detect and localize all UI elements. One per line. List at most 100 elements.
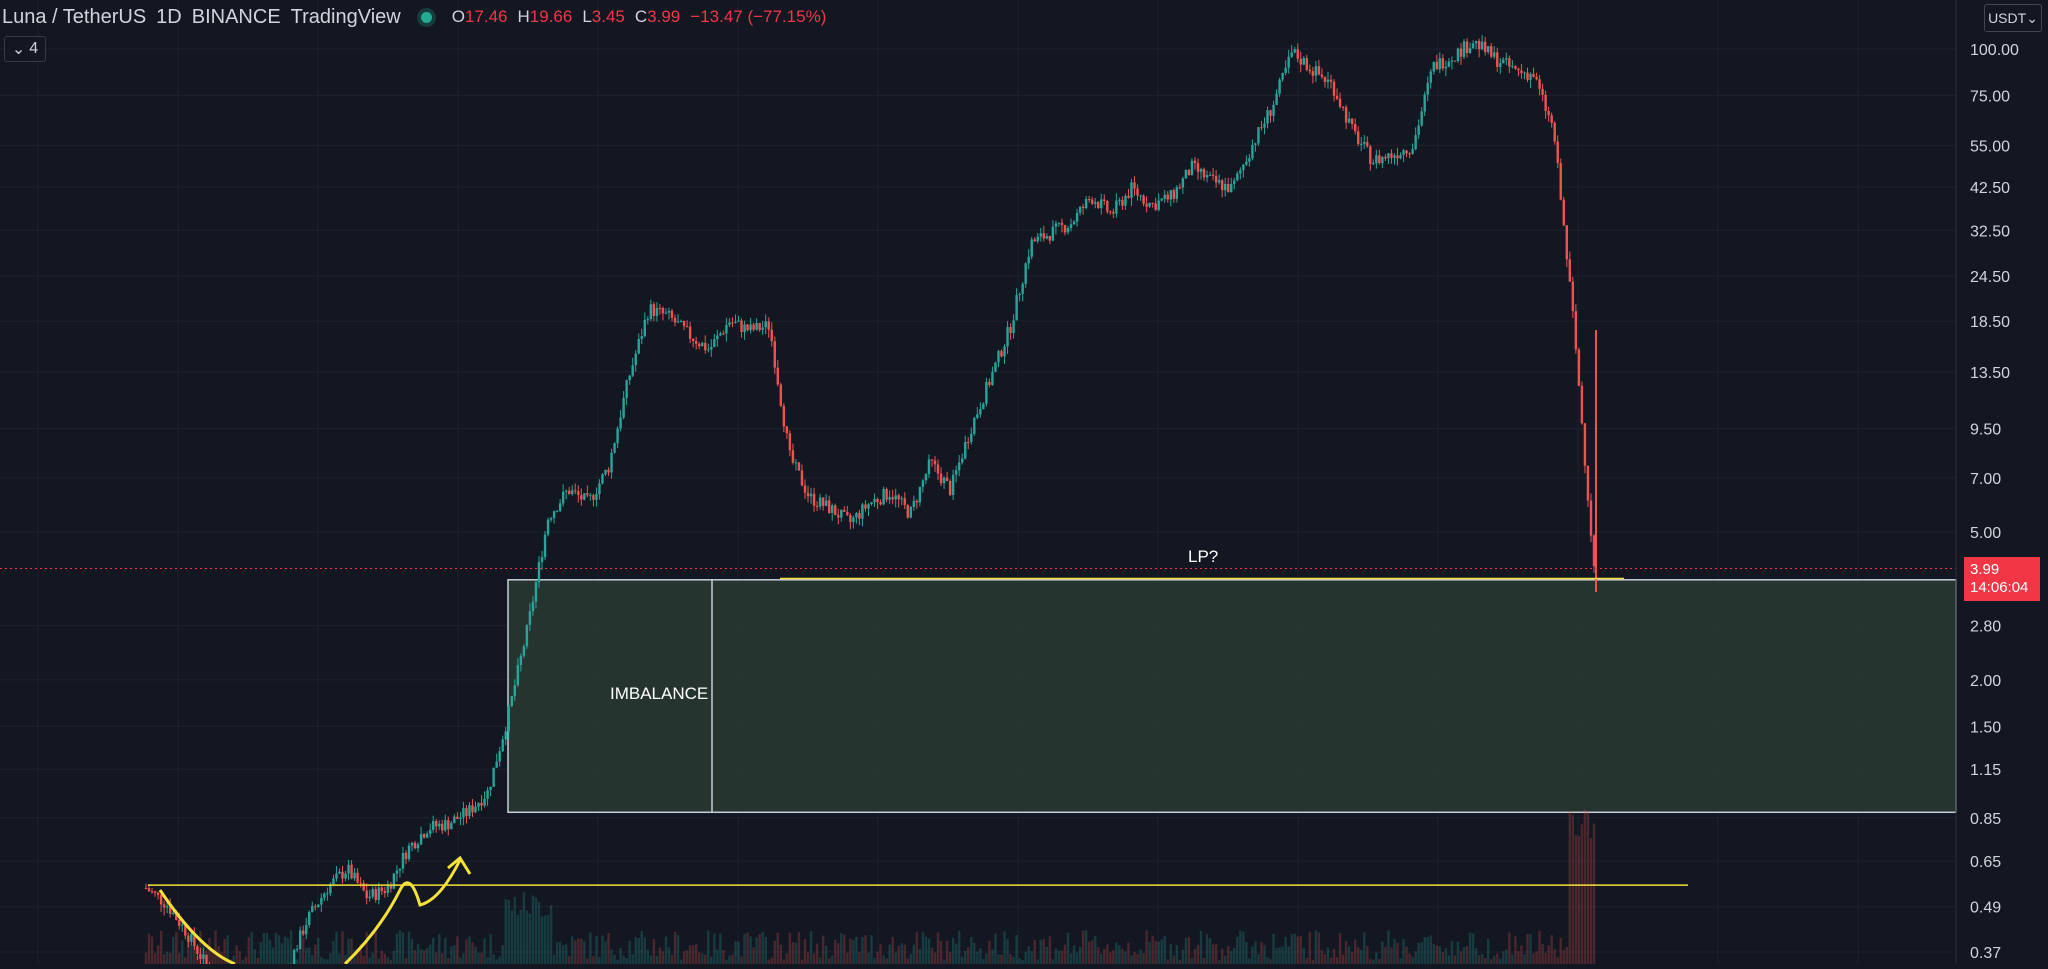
candle-body [365,890,368,899]
volume-bar [1396,942,1399,964]
volume-bar [1227,946,1230,964]
candle-body [970,433,973,443]
volume-bar [172,936,175,964]
candle-body [317,904,320,908]
volume-bar [546,915,550,964]
candle-body [555,511,559,513]
candle-body [716,335,719,340]
volume-bar [676,935,680,964]
volume-bar [214,930,217,964]
volume-bar [1326,947,1330,964]
volume-bar [159,930,163,964]
curve-up-drawing [343,859,462,966]
volume-bar [549,905,553,964]
volume-bar [1133,951,1136,964]
volume-bar [401,932,405,964]
candle-body [1508,58,1511,67]
indicators-toggle-button[interactable]: ⌄ 4 [4,36,46,62]
candle-body [770,329,773,342]
volume-bar [743,933,746,964]
volume-bar [885,958,888,964]
candle-body [513,685,517,696]
volume-bar [580,938,583,964]
volume-bar [477,952,480,964]
interval-label[interactable]: 1D [156,5,182,28]
candle-body [1435,61,1439,70]
volume-bar [1148,941,1151,964]
volume-bar [731,954,734,964]
candle-body [631,365,634,376]
volume-bar [431,937,435,964]
volume-bar [156,945,160,964]
candle-body [338,871,341,874]
candle-body [1284,67,1287,73]
candle-body [888,497,891,500]
candle-body [1450,60,1454,62]
candle-body [948,480,952,496]
candle-body [1363,141,1366,144]
volume-bar [1220,948,1224,964]
volume-bar [1538,930,1541,964]
candle-body [398,868,402,871]
candle-body [1145,203,1148,207]
source-label: TradingView [290,5,401,28]
volume-bar [613,954,616,964]
volume-bar [1069,953,1073,964]
currency-selector[interactable]: USDT ⌄ [1984,4,2042,32]
candle-body [773,341,776,368]
candle-body [691,338,695,342]
volume-bar [1369,958,1372,964]
volume-bar [655,955,659,964]
volume-bar [658,947,662,964]
candle-body [722,333,725,335]
candle-body [323,893,326,898]
candle-body [930,459,934,461]
volume-bar [1205,933,1209,964]
candle-body [1066,227,1070,233]
candle-body [824,500,828,506]
candle-body [1396,155,1399,159]
volume-bar [1314,930,1318,964]
volume-bar [187,940,190,964]
volume-bar [1184,938,1188,964]
chevron-down-icon: ⌄ [2026,9,2038,26]
candle-body [1556,141,1559,164]
candle-body [1592,535,1596,567]
volume-bar [1000,954,1003,964]
candle-body [1381,156,1384,164]
candle-body [988,381,991,385]
volume-bar [961,956,964,964]
candle-body [1000,350,1003,357]
candle-body [1160,198,1163,201]
volume-bar [332,941,335,964]
volume-bar [1363,932,1366,964]
volume-bar [1263,945,1266,964]
volume-bar [305,948,308,964]
symbol-name[interactable]: Luna / TetherUS [2,5,147,28]
volume-bar [1520,945,1523,964]
volume-bar [767,959,770,964]
candle-body [837,515,840,518]
volume-bar [1187,936,1191,964]
candle-body [468,805,471,816]
volume-bar [1057,950,1061,964]
candle-body [927,459,931,474]
candle-body [676,321,680,323]
candle-body [181,924,184,926]
candle-body [827,500,831,513]
volume-bar [1477,955,1481,964]
volume-bar [595,935,598,964]
volume-bar [232,955,235,964]
volume-bar [558,941,562,964]
volume-bar [1372,959,1375,964]
volume-bar [1254,941,1257,964]
candle-body [580,495,583,500]
volume-bar [1544,952,1547,964]
volume-bar [921,932,925,964]
volume-bar [525,910,529,964]
volume-bar [422,950,426,964]
candle-body [1166,194,1169,200]
volume-bar [1163,936,1166,964]
